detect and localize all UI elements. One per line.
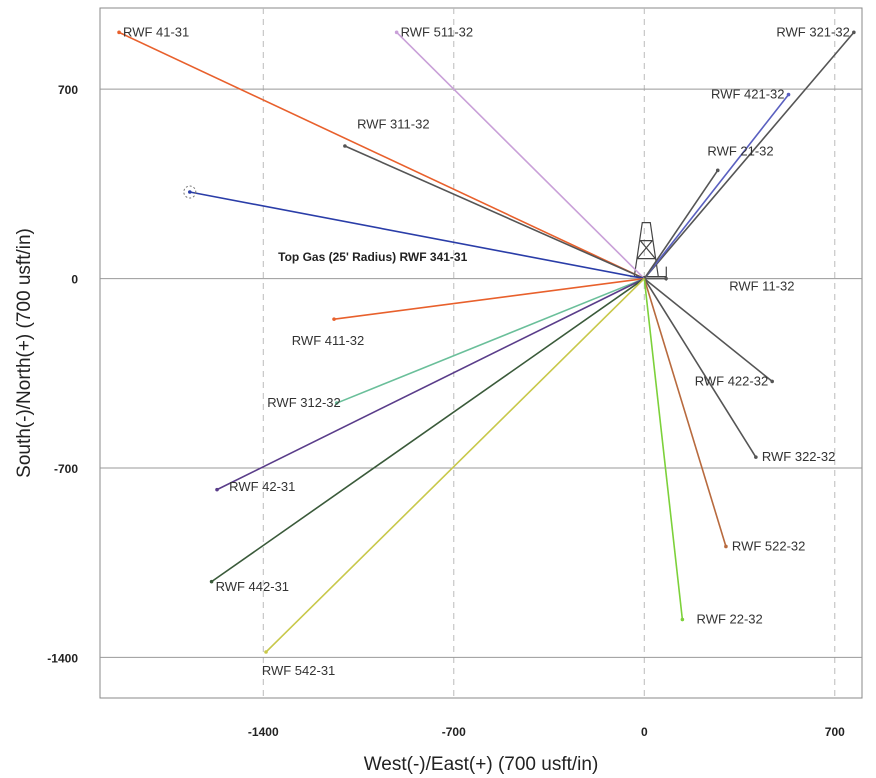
plot-background [99,7,863,699]
series-line [344,145,645,280]
tick-layer: -1400 -700 0 700 700 0 -700 -1400 [47,83,845,739]
x-tick-label: 700 [825,725,845,739]
rig-icon-path [630,221,667,281]
series-label: RWF 312-32 [267,395,340,410]
series-label: RWF 22-32 [697,612,763,627]
series-endpoint [680,617,685,622]
series-line [643,169,719,280]
series-line [336,277,645,404]
series-line [118,31,645,280]
rig-icon [630,221,667,281]
series-line [643,277,773,383]
series-line [643,278,727,547]
y-tick-label: 700 [58,83,78,97]
series-endpoint [852,30,856,35]
series-layer [117,30,856,654]
series-endpoint [754,455,758,459]
x-tick-label: 0 [641,725,648,739]
series-endpoint [188,190,192,194]
series-line [643,94,790,280]
series-label: RWF 442-31 [216,579,289,594]
series-label: RWF 311-32 [357,116,430,131]
series-line [643,278,757,458]
series-endpoint [664,276,668,281]
label-layer: RWF 41-31 RWF 511-32 RWF 311-32 RWF 321-32 R… [123,24,850,678]
series-line [333,277,645,320]
grid [100,8,862,698]
series-label: RWF 321-32 [776,24,849,39]
series-label: RWF 511-32 [401,24,474,39]
series-line [216,277,645,491]
series-endpoint [724,544,728,549]
x-axis-title: West(-)/East(+) (700 usft/in) [364,754,599,775]
top-gas-radius-marker [183,185,197,199]
y-tick-label: -700 [54,462,78,476]
series-label: RWF 522-32 [732,538,805,553]
series-endpoint [715,168,720,173]
series-label: RWF 11-32 [729,279,794,294]
series-line [396,31,645,280]
series-endpoint [343,144,347,148]
series-line [211,277,645,583]
series-endpoint [334,401,339,405]
series-endpoint [332,317,336,321]
series-label: RWF 41-31 [123,24,189,39]
series-line [189,191,645,280]
series-line [265,278,645,653]
series-line [643,31,855,280]
series-endpoint [209,579,214,584]
series-label: Top Gas (25' Radius) RWF 341-31 [278,250,467,264]
series-label: RWF 21-32 [707,143,773,158]
series-endpoint [786,92,791,97]
series-endpoint [770,379,774,384]
series-label: RWF 322-32 [762,449,835,464]
y-axis-title: South(-)/North(+) (700 usft/in) [14,228,35,478]
series-endpoint [117,30,121,35]
y-tick-label: -1400 [47,651,78,665]
x-tick-label: -700 [442,725,466,739]
series-endpoint [215,487,219,492]
series-endpoint [394,30,399,35]
series-label: RWF 42-31 [229,479,295,494]
series-label: RWF 542-31 [262,663,335,678]
series-label: RWF 411-32 [292,333,365,348]
y-tick-label: 0 [71,273,78,287]
series-endpoint [264,650,268,654]
series-label: RWF 422-32 [695,373,768,388]
series-label: RWF 421-32 [711,87,784,102]
series-line [643,278,684,620]
x-tick-label: -1400 [248,725,279,739]
